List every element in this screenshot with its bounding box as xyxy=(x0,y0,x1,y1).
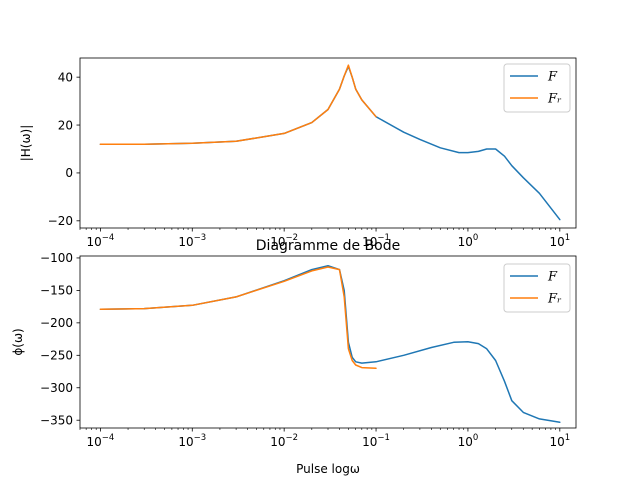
magnitude-y-axis-label: |H(ω)| xyxy=(19,125,33,162)
phase-y-tick-label: −200 xyxy=(40,316,73,330)
magnitude-y-tick-label: 40 xyxy=(58,70,73,84)
magnitude-x-tick-label: 10−3 xyxy=(178,233,206,249)
phase-y-tick-label: −300 xyxy=(40,381,73,395)
phase-x-tick-label: 101 xyxy=(549,433,570,449)
magnitude-x-ticks: 10−4 10−3 10−2 10−1 100 101 xyxy=(79,228,570,249)
magnitude-series-line-fr xyxy=(99,64,377,145)
phase-series-line-fr xyxy=(99,266,377,370)
magnitude-y-tick-label: 0 xyxy=(65,166,73,180)
magnitude-x-tick-label: 10−1 xyxy=(362,233,390,249)
phase-y-tick-label: −150 xyxy=(40,284,73,298)
phase-x-tick-label: 10−2 xyxy=(270,433,298,449)
phase-x-tick-label: 10−4 xyxy=(86,433,114,449)
magnitude-x-tick-label: 10−2 xyxy=(270,233,298,249)
chart-title: Diagramme de Bode xyxy=(256,238,400,254)
phase-x-ticks: 10−4 10−3 10−2 10−1 100 101 xyxy=(79,428,570,449)
magnitude-x-tick-label: 101 xyxy=(549,233,570,249)
magnitude-x-tick-label: 10−4 xyxy=(86,233,114,249)
phase-y-tick-label: −100 xyxy=(40,251,73,265)
magnitude-y-ticks: −20 0 20 40 xyxy=(48,70,80,228)
magnitude-y-tick-label: 20 xyxy=(58,118,73,132)
magnitude-legend-label-fr: Fᵣ xyxy=(547,92,562,107)
phase-legend: F Fᵣ xyxy=(503,263,571,313)
phase-x-tick-label: 10−1 xyxy=(362,433,390,449)
phase-y-tick-label: −350 xyxy=(40,414,73,428)
phase-legend-label-fr: Fᵣ xyxy=(547,292,562,307)
magnitude-legend-label-f: F xyxy=(547,70,558,85)
phase-y-ticks: −100 −150 −200 −250 −300 −350 xyxy=(40,251,80,428)
phase-legend-label-f: F xyxy=(547,270,558,285)
magnitude-legend: F Fᵣ xyxy=(503,63,571,113)
phase-axes: 10−4 10−3 10−2 10−1 100 101 −100−150−200−250−… xyxy=(11,238,577,476)
magnitude-series-lines xyxy=(99,64,561,221)
phase-series-lines xyxy=(99,264,561,423)
phase-x-tick-label: 10−3 xyxy=(178,433,206,449)
phase-y-tick-label: −250 xyxy=(40,349,73,363)
magnitude-y-tick-label: −20 xyxy=(48,214,73,228)
magnitude-x-tick-label: 100 xyxy=(458,233,479,249)
magnitude-axes: 10−4 10−3 10−2 10−1 100 101 −20 0 20 40 |H(ω)| F… xyxy=(19,57,577,249)
phase-y-axis-label: ϕ(ω) xyxy=(11,328,25,355)
phase-x-tick-label: 100 xyxy=(458,433,479,449)
x-axis-label: Pulse logω xyxy=(296,462,360,476)
